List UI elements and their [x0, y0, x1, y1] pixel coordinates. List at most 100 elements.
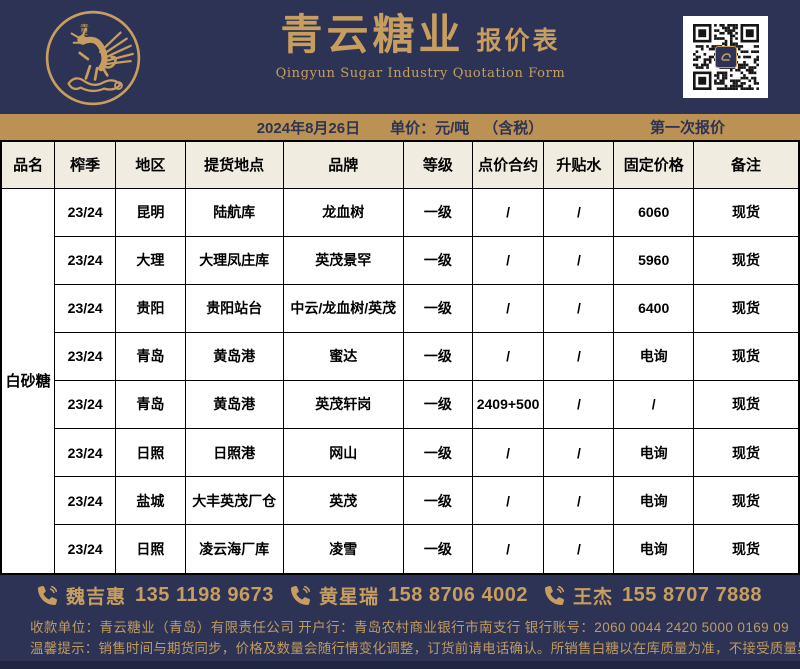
cell-price: 5960: [613, 235, 695, 285]
cell-season: 23/24: [54, 235, 116, 285]
contacts-bar: 魏吉惠 135 1198 9673 黄星瑞 158 8706 4002 王杰 1…: [0, 575, 800, 615]
cell-contract: /: [471, 427, 545, 478]
cell-price: /: [613, 379, 695, 429]
cell-contract: /: [471, 235, 545, 285]
contact-item: 黄星瑞 158 8706 4002: [290, 582, 528, 609]
cell-price: 电询: [613, 476, 695, 526]
cell-premium: /: [543, 331, 615, 381]
cell-region: 日照: [115, 427, 186, 478]
cell-pickup: 黄岛港: [184, 331, 284, 381]
qr-code: [683, 16, 768, 98]
cell-contract: 2409+500: [471, 379, 545, 429]
cell-region: 盐城: [115, 476, 186, 526]
bottom-band: [0, 661, 800, 669]
cell-contract: /: [471, 283, 545, 333]
cell-contract: /: [471, 187, 545, 237]
cell-note: 现货: [693, 331, 800, 381]
cell-season: 23/24: [54, 283, 116, 333]
quotation-table: 品名 榨季 地区 提货地点 品牌 等级 点价合约 升贴水 固定价格 备注 白砂糖…: [0, 140, 800, 575]
cell-grade: 一级: [403, 524, 473, 575]
cell-premium: /: [543, 235, 615, 285]
quote-date: 2024年8月26日: [256, 119, 361, 137]
cell-brand: 英茂轩岗: [282, 379, 405, 429]
account-line: 收款单位：青云糖业（青岛）有限责任公司 开户行：青岛农村商业银行市南支行 银行账…: [30, 620, 790, 635]
phone-icon: [545, 585, 564, 605]
quotation-table-wrap: 品名 榨季 地区 提货地点 品牌 等级 点价合约 升贴水 固定价格 备注 白砂糖…: [0, 140, 800, 575]
cell-premium: /: [543, 476, 615, 526]
tips-line: 温馨提示：销售时间与期货同步，价格及数量会随行情变化调整，订货前请电话确认。所销…: [30, 641, 800, 656]
page-header: 青 云: [0, 0, 800, 114]
phone-icon: [38, 585, 57, 605]
cell-pickup: 陆航库: [184, 187, 284, 237]
cell-region: 大理: [115, 235, 186, 285]
cell-pickup: 大丰英茂厂仓: [184, 476, 284, 526]
cell-brand: 英茂景罕: [282, 235, 405, 285]
quote-round: 第一次报价: [649, 119, 725, 137]
cell-grade: 一级: [403, 379, 473, 429]
cell-premium: /: [543, 283, 615, 333]
company-logo: 青 云: [42, 6, 144, 108]
col-header-region: 地区: [115, 140, 186, 189]
col-header-premium: 升贴水: [543, 140, 615, 189]
qr-center-logo-icon: [714, 46, 737, 68]
cell-note: 现货: [693, 283, 800, 333]
qr-modules-icon: [692, 24, 759, 90]
svg-text:青: 青: [80, 23, 89, 35]
product-name-cell: 白砂糖: [0, 187, 56, 575]
cell-note: 现货: [693, 235, 800, 285]
col-header-pickup: 提货地点: [184, 140, 284, 189]
cell-premium: /: [543, 187, 615, 237]
cell-season: 23/24: [54, 524, 116, 575]
contact-phone: 135 1198 9673: [135, 583, 274, 606]
cell-pickup: 日照港: [184, 427, 284, 478]
page-subtitle: Qingyun Sugar Industry Quotation Form: [275, 66, 566, 81]
cell-brand: 中云/龙血树/英茂: [282, 283, 405, 333]
cell-price: 6060: [613, 187, 695, 237]
price-unit-label: 单价：元/吨: [390, 119, 470, 137]
contact-phone: 158 8706 4002: [387, 583, 528, 606]
cell-note: 现货: [693, 524, 800, 575]
contact-item: 魏吉惠 135 1198 9673: [38, 582, 274, 609]
table-row: 23/24 日照 凌云海厂库 凌雪 一级 / / 电询 现货: [1, 524, 800, 575]
cell-premium: /: [543, 524, 615, 575]
table-row: 23/24 青岛 黄岛港 英茂轩岗 一级 2409+500 / / 现货: [1, 379, 800, 429]
cell-grade: 一级: [403, 235, 473, 285]
cell-premium: /: [543, 427, 615, 478]
cell-region: 青岛: [115, 379, 186, 429]
contact-name: 黄星瑞: [318, 586, 379, 608]
table-row: 白砂糖 23/24 昆明 陆航库 龙血树 一级 / / 6060 现货: [0, 187, 800, 575]
col-header-note: 备注: [693, 140, 800, 189]
table-row: 23/24 大理 大理凤庄库 英茂景罕 一级 / / 5960 现货: [1, 235, 800, 285]
col-header-product: 品名: [0, 140, 56, 189]
tax-note: （含税）: [483, 119, 544, 137]
phone-icon: [290, 585, 310, 605]
table-header-row: 品名 榨季 地区 提货地点 品牌 等级 点价合约 升贴水 固定价格 备注: [0, 140, 800, 189]
cell-price: 电询: [613, 524, 695, 575]
col-header-price: 固定价格: [613, 140, 695, 189]
cell-pickup: 凌云海厂库: [184, 524, 284, 575]
contact-name: 魏吉惠: [66, 586, 127, 608]
table-row: 23/24 日照 日照港 网山 一级 / / 电询 现货: [1, 427, 800, 478]
contact-name: 王杰: [573, 586, 614, 608]
cell-price: 6400: [613, 283, 695, 333]
cell-premium: /: [543, 379, 615, 429]
cell-brand: 英茂: [282, 476, 405, 526]
cell-grade: 一级: [403, 187, 473, 237]
cell-region: 昆明: [115, 187, 186, 237]
title-block: 青云糖业 报价表 Qingyun Sugar Industry Quotatio…: [144, 0, 683, 82]
col-header-contract: 点价合约: [471, 140, 545, 189]
col-header-grade: 等级: [403, 140, 473, 189]
cell-note: 现货: [693, 476, 800, 526]
cell-region: 贵阳: [115, 283, 186, 333]
table-row: 23/24 青岛 黄岛港 蜜达 一级 / / 电询 现货: [1, 331, 800, 381]
cell-season: 23/24: [54, 331, 116, 381]
info-bar: 2024年8月26日 单价：元/吨 （含税） 第一次报价: [0, 114, 800, 140]
page-title-suffix: 报价表: [476, 26, 561, 55]
table-row: 23/24 盐城 大丰英茂厂仓 英茂 一级 / / 电询 现货: [1, 476, 800, 526]
cell-region: 青岛: [115, 331, 186, 381]
cell-brand: 网山: [282, 427, 405, 478]
cell-pickup: 大理凤庄库: [184, 235, 284, 285]
col-header-brand: 品牌: [282, 140, 405, 189]
contact-phone: 155 8707 7888: [622, 583, 762, 606]
